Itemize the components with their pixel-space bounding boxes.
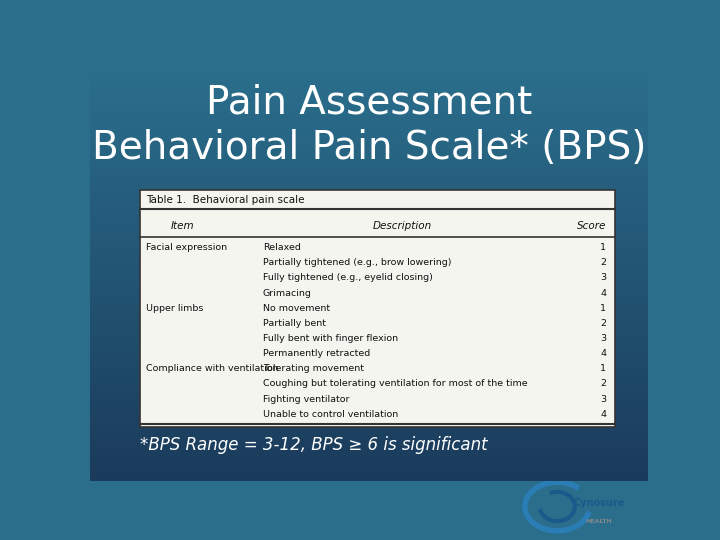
Bar (90, 90, 648, 98)
Text: Score: Score (577, 221, 606, 231)
Bar (90, 82, 648, 90)
Text: Table 1.  Behavioral pain scale: Table 1. Behavioral pain scale (145, 195, 305, 205)
Bar (90, 364, 648, 373)
Bar (90, 314, 648, 322)
Bar (90, 331, 648, 339)
Text: Cynosure: Cynosure (573, 498, 624, 508)
Text: 3: 3 (600, 334, 606, 343)
Bar (90, 148, 648, 156)
Bar (90, 373, 648, 381)
Text: 3: 3 (600, 273, 606, 282)
Bar (90, 464, 648, 472)
FancyBboxPatch shape (140, 190, 615, 427)
Text: Behavioral Pain Scale* (BPS): Behavioral Pain Scale* (BPS) (92, 129, 646, 167)
Bar (90, 248, 648, 256)
Text: Fully bent with finger flexion: Fully bent with finger flexion (263, 334, 398, 343)
Text: 4: 4 (600, 410, 606, 418)
Bar (90, 114, 648, 123)
Bar (90, 156, 648, 165)
Bar (90, 231, 648, 239)
Bar (90, 431, 648, 439)
Bar (90, 406, 648, 414)
Text: Permanently retracted: Permanently retracted (263, 349, 370, 358)
Bar (90, 339, 648, 348)
Bar (90, 214, 648, 223)
Text: 1: 1 (600, 243, 606, 252)
Bar (90, 273, 648, 281)
Bar (90, 381, 648, 389)
Text: Grimacing: Grimacing (263, 288, 312, 298)
Bar (90, 322, 648, 331)
Bar (90, 472, 648, 481)
Text: No movement: No movement (263, 304, 330, 313)
Text: Pain Assessment: Pain Assessment (206, 83, 532, 121)
Bar (90, 106, 648, 114)
Text: 2: 2 (600, 380, 606, 388)
Text: Coughing but tolerating ventilation for most of the time: Coughing but tolerating ventilation for … (263, 380, 528, 388)
Bar (90, 239, 648, 248)
Bar (90, 447, 648, 456)
Bar (90, 173, 648, 181)
Bar (90, 456, 648, 464)
Bar (90, 223, 648, 231)
Text: Compliance with ventilation: Compliance with ventilation (145, 364, 279, 373)
Bar (90, 73, 648, 82)
Bar (90, 265, 648, 273)
Text: *BPS Range = 3-12, BPS ≥ 6 is significant: *BPS Range = 3-12, BPS ≥ 6 is significan… (140, 436, 488, 454)
Bar (90, 389, 648, 397)
Text: Description: Description (373, 221, 432, 231)
Bar (90, 356, 648, 364)
Text: Item: Item (170, 221, 194, 231)
Text: Tolerating movement: Tolerating movement (263, 364, 364, 373)
Bar (90, 289, 648, 298)
Bar (90, 414, 648, 422)
Bar (90, 206, 648, 214)
Text: Upper limbs: Upper limbs (145, 304, 203, 313)
Text: Facial expression: Facial expression (145, 243, 227, 252)
Text: Relaxed: Relaxed (263, 243, 301, 252)
Text: 4: 4 (600, 349, 606, 358)
Bar (90, 123, 648, 131)
Text: 4: 4 (600, 288, 606, 298)
Bar (90, 298, 648, 306)
Text: Unable to control ventilation: Unable to control ventilation (263, 410, 398, 418)
Text: 2: 2 (600, 319, 606, 328)
Bar (90, 131, 648, 140)
Text: Fighting ventilator: Fighting ventilator (263, 395, 349, 403)
Bar (90, 65, 648, 73)
Bar (90, 198, 648, 206)
Text: Fully tightened (e.g., eyelid closing): Fully tightened (e.g., eyelid closing) (263, 273, 433, 282)
Bar (90, 348, 648, 356)
Text: Partially tightened (e.g., brow lowering): Partially tightened (e.g., brow lowering… (263, 258, 451, 267)
Text: 1: 1 (600, 304, 606, 313)
Bar (90, 256, 648, 265)
Text: Partially bent: Partially bent (263, 319, 326, 328)
Bar (90, 306, 648, 314)
Bar (90, 165, 648, 173)
Text: 3: 3 (600, 395, 606, 403)
Text: 2: 2 (600, 258, 606, 267)
Text: HEALTH: HEALTH (585, 518, 612, 524)
Bar (90, 190, 648, 198)
Bar (90, 439, 648, 447)
Bar (90, 397, 648, 406)
Bar (90, 422, 648, 431)
Bar (90, 281, 648, 289)
Bar (90, 140, 648, 148)
Bar (90, 98, 648, 106)
Text: 1: 1 (600, 364, 606, 373)
Bar (90, 181, 648, 190)
